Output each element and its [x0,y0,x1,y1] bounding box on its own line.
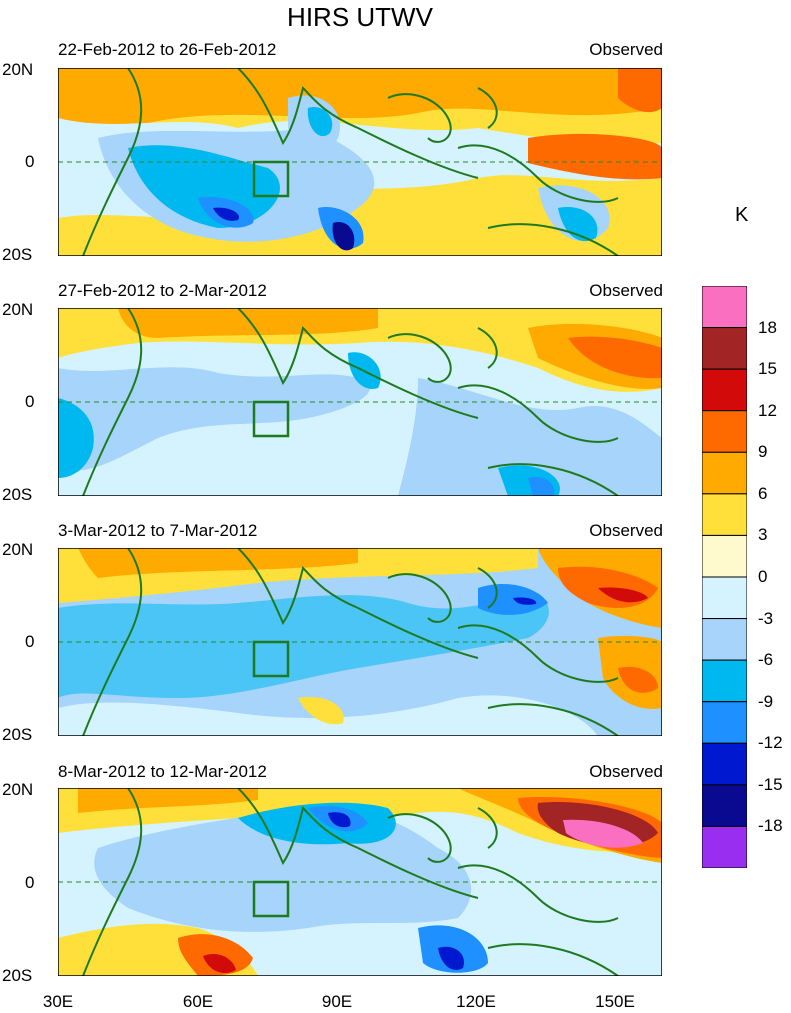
panel-3-label: Observed [589,521,663,540]
panel-2-date-range: 27-Feb-2012 to 2-Mar-2012 [58,281,267,300]
lat-label-equator: 0 [25,392,35,411]
lon-label-120e: 120E [456,992,496,1011]
colorbar-swatch [702,618,747,661]
colorbar-tick-label: 9 [758,442,768,462]
colorbar-tick-label: 3 [758,525,768,545]
colorbar-tick-label: 15 [758,359,777,379]
panel-4-date-range: 8-Mar-2012 to 12-Mar-2012 [58,762,267,781]
lat-label-20n: 20N [2,300,34,319]
colorbar [702,286,747,868]
panel-2-label: Observed [589,281,663,300]
lon-label-30e: 30E [42,992,74,1011]
colorbar-tick-label: 18 [758,317,777,337]
panel-2-map [58,308,662,496]
lat-label-equator: 0 [25,152,35,171]
colorbar-swatch [702,576,747,620]
panel-1-label: Observed [589,40,663,59]
panel-1-date-range: 22-Feb-2012 to 26-Feb-2012 [58,40,277,59]
lat-label-20s: 20S [2,966,33,985]
colorbar-tick-label: -12 [758,733,783,753]
colorbar-tick-label: -15 [758,774,783,794]
lon-label-150e: 150E [595,992,635,1011]
colorbar-swatch [702,534,747,578]
colorbar-swatch [702,701,747,744]
colorbar-tick-label: -18 [758,816,783,836]
lon-label-90e: 90E [321,992,353,1011]
panel-3-date-range: 3-Mar-2012 to 7-Mar-2012 [58,521,258,540]
colorbar-swatch [702,742,747,786]
colorbar-tick-label: -9 [758,691,774,711]
panel-3-map [58,548,662,736]
colorbar-swatch [702,825,747,868]
map-title: HIRS UTWV [287,2,433,32]
lon-label-60e: 60E [182,992,214,1011]
colorbar-tick-label: -3 [758,608,774,628]
colorbar-tick-label: -6 [758,650,774,670]
lat-label-20s: 20S [2,245,33,264]
colorbar-swatch [702,368,747,412]
lat-label-equator: 0 [25,632,35,651]
panel-1-map [58,68,662,256]
colorbar-swatch [702,493,747,536]
colorbar-swatch [702,784,747,827]
lat-label-20n: 20N [2,60,34,79]
colorbar-tick-label: 0 [758,567,768,586]
lat-label-equator: 0 [25,873,35,892]
lat-label-20s: 20S [2,725,33,744]
colorbar-swatch [702,286,747,329]
panel-4-map [58,788,662,976]
lat-label-20n: 20N [2,540,34,559]
colorbar-tick-label: 6 [758,483,768,503]
colorbar-tick-label: 12 [758,400,777,420]
colorbar-swatch [702,451,747,495]
colorbar-swatch [702,327,747,370]
colorbar-swatch [702,410,747,453]
colorbar-swatch [702,659,747,703]
panel-4-label: Observed [589,762,663,781]
lat-label-20s: 20S [2,485,33,504]
lat-label-20n: 20N [2,780,34,799]
colorbar-unit-label: K [735,204,749,226]
